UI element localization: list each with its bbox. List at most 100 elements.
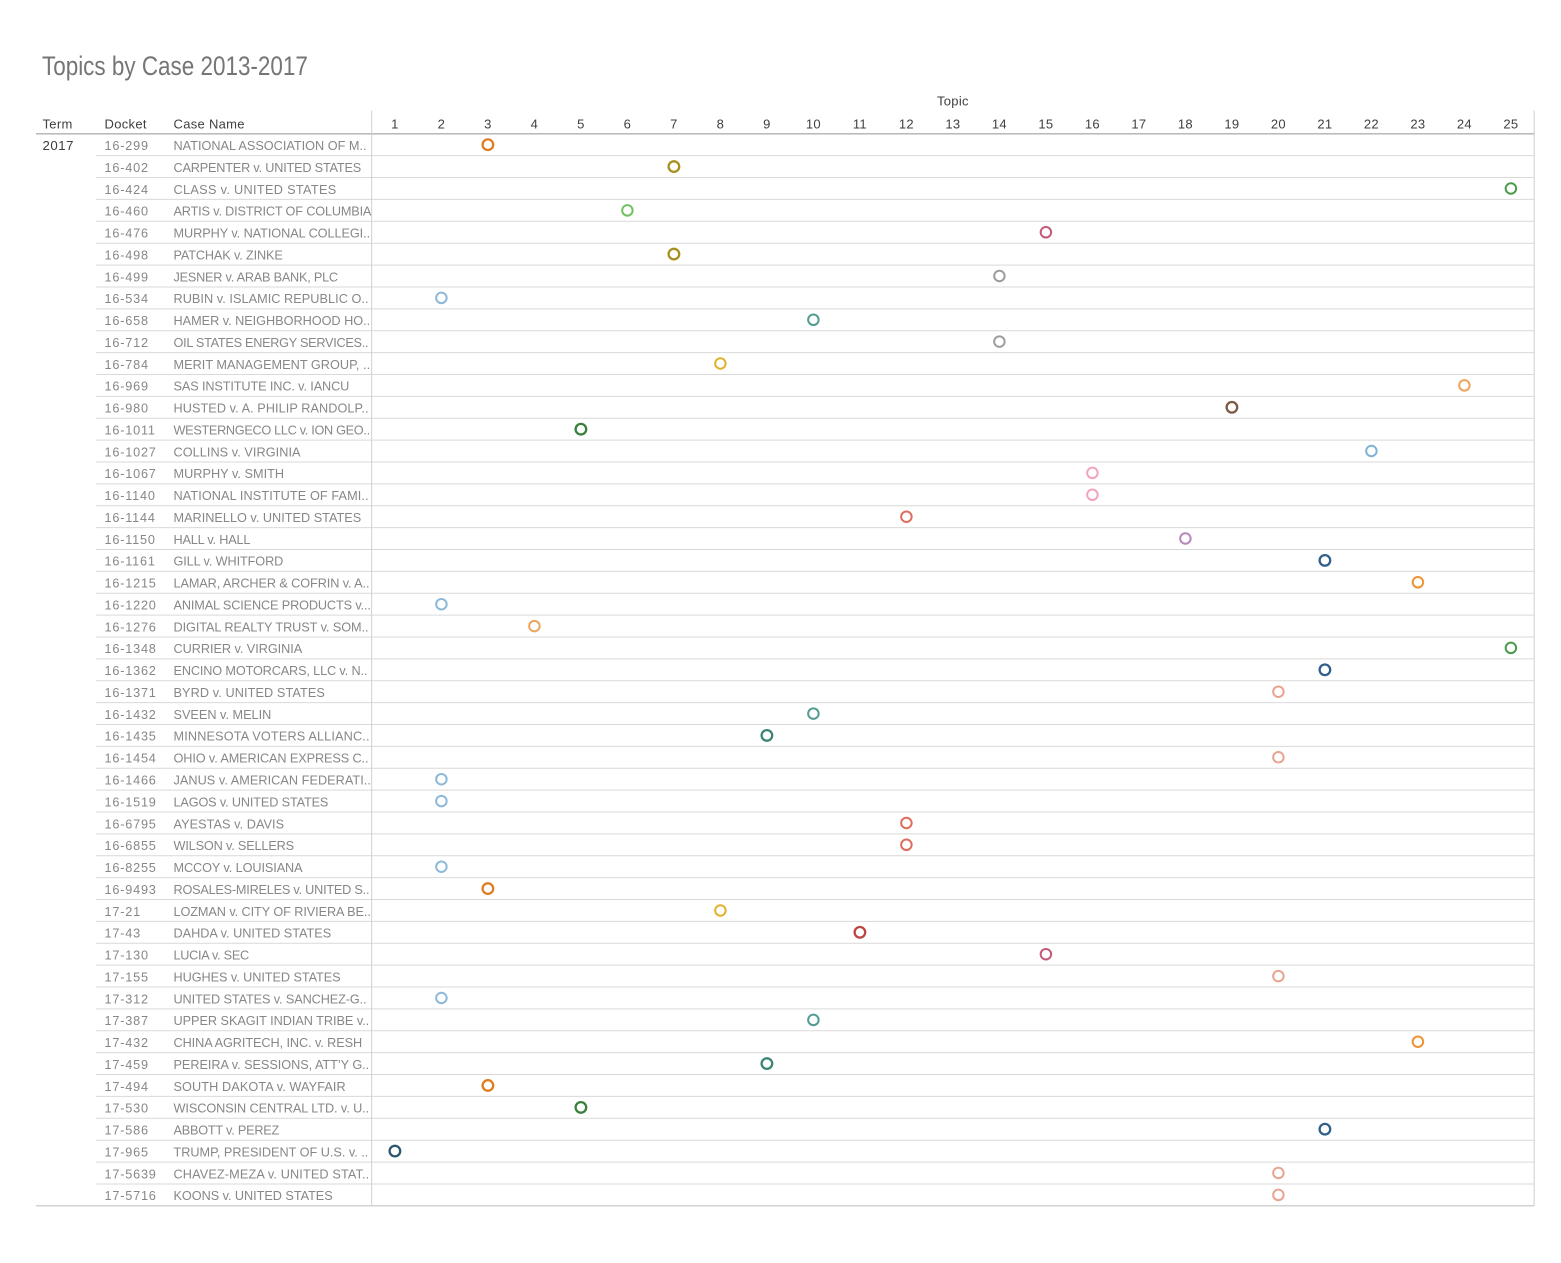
svg-text:ANIMAL SCIENCE PRODUCTS v...: ANIMAL SCIENCE PRODUCTS v... bbox=[174, 598, 371, 612]
svg-text:17-387: 17-387 bbox=[105, 1014, 149, 1028]
svg-text:16-1161: 16-1161 bbox=[105, 555, 156, 569]
svg-text:16-424: 16-424 bbox=[105, 183, 149, 197]
svg-text:CHINA AGRITECH, INC. v. RESH: CHINA AGRITECH, INC. v. RESH bbox=[174, 1036, 363, 1050]
svg-text:DIGITAL REALTY TRUST v. SOM..: DIGITAL REALTY TRUST v. SOM.. bbox=[174, 620, 369, 634]
svg-text:KOONS v. UNITED STATES: KOONS v. UNITED STATES bbox=[174, 1189, 333, 1203]
svg-text:17-130: 17-130 bbox=[105, 949, 149, 963]
svg-text:16-1435: 16-1435 bbox=[105, 730, 157, 744]
svg-text:16-980: 16-980 bbox=[105, 402, 149, 416]
svg-text:LOZMAN v. CITY OF RIVIERA BE..: LOZMAN v. CITY OF RIVIERA BE.. bbox=[174, 905, 371, 919]
svg-text:11: 11 bbox=[853, 117, 867, 132]
svg-text:MURPHY v. SMITH: MURPHY v. SMITH bbox=[174, 467, 285, 481]
svg-text:17: 17 bbox=[1131, 117, 1146, 132]
svg-text:17-530: 17-530 bbox=[105, 1102, 149, 1116]
svg-text:JESNER v. ARAB BANK, PLC: JESNER v. ARAB BANK, PLC bbox=[174, 270, 339, 284]
svg-text:8: 8 bbox=[717, 117, 725, 132]
svg-text:23: 23 bbox=[1410, 117, 1425, 132]
svg-text:20: 20 bbox=[1271, 117, 1286, 132]
svg-text:17-21: 17-21 bbox=[105, 905, 141, 919]
svg-text:16-498: 16-498 bbox=[105, 248, 149, 262]
svg-text:16-1454: 16-1454 bbox=[105, 752, 157, 766]
svg-text:16-1371: 16-1371 bbox=[105, 686, 157, 700]
svg-text:3: 3 bbox=[484, 117, 492, 132]
svg-text:16-969: 16-969 bbox=[105, 380, 149, 394]
svg-text:SAS INSTITUTE INC. v. IANCU: SAS INSTITUTE INC. v. IANCU bbox=[174, 380, 350, 394]
svg-text:SOUTH DAKOTA v. WAYFAIR: SOUTH DAKOTA v. WAYFAIR bbox=[174, 1080, 346, 1094]
svg-text:RUBIN v. ISLAMIC REPUBLIC O..: RUBIN v. ISLAMIC REPUBLIC O.. bbox=[174, 292, 369, 306]
svg-text:DAHDA v. UNITED STATES: DAHDA v. UNITED STATES bbox=[174, 927, 332, 941]
svg-text:17-459: 17-459 bbox=[105, 1058, 149, 1072]
svg-text:Topics by Case 2013-2017: Topics by Case 2013-2017 bbox=[42, 52, 308, 81]
svg-text:HAMER v. NEIGHBORHOOD HO..: HAMER v. NEIGHBORHOOD HO.. bbox=[174, 314, 371, 328]
svg-text:16-1027: 16-1027 bbox=[105, 445, 157, 459]
svg-text:16-712: 16-712 bbox=[105, 336, 149, 350]
svg-text:16-9493: 16-9493 bbox=[105, 883, 157, 897]
svg-text:16-8255: 16-8255 bbox=[105, 861, 157, 875]
svg-text:OHIO v. AMERICAN EXPRESS C..: OHIO v. AMERICAN EXPRESS C.. bbox=[174, 752, 369, 766]
svg-text:16-534: 16-534 bbox=[105, 292, 149, 306]
svg-text:BYRD v. UNITED STATES: BYRD v. UNITED STATES bbox=[174, 686, 325, 700]
svg-text:16-299: 16-299 bbox=[105, 139, 149, 153]
svg-text:UPPER SKAGIT INDIAN TRIBE v..: UPPER SKAGIT INDIAN TRIBE v.. bbox=[174, 1014, 370, 1028]
svg-text:16-1362: 16-1362 bbox=[105, 664, 157, 678]
svg-text:CHAVEZ-MEZA v. UNITED STAT..: CHAVEZ-MEZA v. UNITED STAT.. bbox=[174, 1167, 370, 1181]
svg-text:CLASS v. UNITED STATES: CLASS v. UNITED STATES bbox=[174, 183, 337, 197]
svg-text:15: 15 bbox=[1038, 117, 1053, 132]
svg-text:TRUMP, PRESIDENT OF U.S. v. ..: TRUMP, PRESIDENT OF U.S. v. .. bbox=[174, 1145, 369, 1159]
svg-text:16-1144: 16-1144 bbox=[105, 511, 156, 525]
svg-text:22: 22 bbox=[1364, 117, 1379, 132]
svg-text:16-1348: 16-1348 bbox=[105, 642, 157, 656]
svg-text:17-586: 17-586 bbox=[105, 1124, 149, 1138]
svg-text:17-5716: 17-5716 bbox=[105, 1189, 157, 1203]
svg-text:Case Name: Case Name bbox=[174, 117, 245, 132]
svg-text:17-494: 17-494 bbox=[105, 1080, 149, 1094]
svg-text:AYESTAS v. DAVIS: AYESTAS v. DAVIS bbox=[174, 817, 285, 831]
svg-text:HALL v. HALL: HALL v. HALL bbox=[174, 533, 251, 547]
svg-text:HUSTED v. A. PHILIP RANDOLP..: HUSTED v. A. PHILIP RANDOLP.. bbox=[174, 402, 369, 416]
svg-text:MURPHY v. NATIONAL COLLEGI..: MURPHY v. NATIONAL COLLEGI.. bbox=[174, 227, 371, 241]
svg-text:PEREIRA v. SESSIONS, ATT’Y G..: PEREIRA v. SESSIONS, ATT’Y G.. bbox=[174, 1058, 370, 1072]
svg-text:PATCHAK v. ZINKE: PATCHAK v. ZINKE bbox=[174, 248, 283, 262]
svg-text:2017: 2017 bbox=[43, 138, 75, 153]
svg-text:MERIT MANAGEMENT GROUP, ..: MERIT MANAGEMENT GROUP, .. bbox=[174, 358, 371, 372]
svg-text:13: 13 bbox=[945, 117, 960, 132]
svg-text:9: 9 bbox=[763, 117, 771, 132]
svg-text:16-1140: 16-1140 bbox=[105, 489, 156, 503]
svg-text:16-460: 16-460 bbox=[105, 205, 149, 219]
svg-text:5: 5 bbox=[577, 117, 585, 132]
svg-text:LAMAR, ARCHER & COFRIN v. A..: LAMAR, ARCHER & COFRIN v. A.. bbox=[174, 577, 370, 591]
svg-text:4: 4 bbox=[531, 117, 539, 132]
svg-text:10: 10 bbox=[806, 117, 821, 132]
svg-text:SVEEN v. MELIN: SVEEN v. MELIN bbox=[174, 708, 272, 722]
svg-text:1: 1 bbox=[391, 117, 399, 132]
svg-text:19: 19 bbox=[1224, 117, 1239, 132]
svg-text:MINNESOTA VOTERS ALLIANC..: MINNESOTA VOTERS ALLIANC.. bbox=[174, 730, 370, 744]
svg-text:16-499: 16-499 bbox=[105, 270, 149, 284]
svg-text:17-5639: 17-5639 bbox=[105, 1167, 157, 1181]
svg-text:COLLINS v. VIRGINIA: COLLINS v. VIRGINIA bbox=[174, 445, 302, 459]
svg-text:16: 16 bbox=[1085, 117, 1100, 132]
svg-text:16-1432: 16-1432 bbox=[105, 708, 157, 722]
svg-text:JANUS v. AMERICAN FEDERATI..: JANUS v. AMERICAN FEDERATI.. bbox=[174, 774, 371, 788]
svg-text:16-1220: 16-1220 bbox=[105, 598, 157, 612]
svg-text:21: 21 bbox=[1317, 117, 1332, 132]
svg-text:ENCINO MOTORCARS, LLC v. N..: ENCINO MOTORCARS, LLC v. N.. bbox=[174, 664, 368, 678]
svg-text:17-965: 17-965 bbox=[105, 1145, 149, 1159]
svg-text:16-1067: 16-1067 bbox=[105, 467, 157, 481]
svg-text:NATIONAL INSTITUTE OF FAMI..: NATIONAL INSTITUTE OF FAMI.. bbox=[174, 489, 369, 503]
svg-text:18: 18 bbox=[1178, 117, 1193, 132]
svg-text:Docket: Docket bbox=[105, 117, 147, 132]
svg-text:16-658: 16-658 bbox=[105, 314, 149, 328]
svg-text:16-1150: 16-1150 bbox=[105, 533, 156, 547]
svg-text:17-312: 17-312 bbox=[105, 992, 149, 1006]
svg-text:16-1519: 16-1519 bbox=[105, 795, 157, 809]
svg-text:MARINELLO v. UNITED STATES: MARINELLO v. UNITED STATES bbox=[174, 511, 362, 525]
svg-text:LAGOS v. UNITED STATES: LAGOS v. UNITED STATES bbox=[174, 795, 329, 809]
svg-text:OIL STATES ENERGY SERVICES..: OIL STATES ENERGY SERVICES.. bbox=[174, 336, 369, 350]
svg-text:WISCONSIN CENTRAL LTD. v. U..: WISCONSIN CENTRAL LTD. v. U.. bbox=[174, 1102, 370, 1116]
svg-text:ROSALES-MIRELES v. UNITED S..: ROSALES-MIRELES v. UNITED S.. bbox=[174, 883, 370, 897]
svg-text:ARTIS v. DISTRICT OF COLUMBIA: ARTIS v. DISTRICT OF COLUMBIA bbox=[174, 205, 372, 219]
svg-text:16-1276: 16-1276 bbox=[105, 620, 157, 634]
svg-text:16-1215: 16-1215 bbox=[105, 577, 157, 591]
svg-text:14: 14 bbox=[992, 117, 1007, 132]
